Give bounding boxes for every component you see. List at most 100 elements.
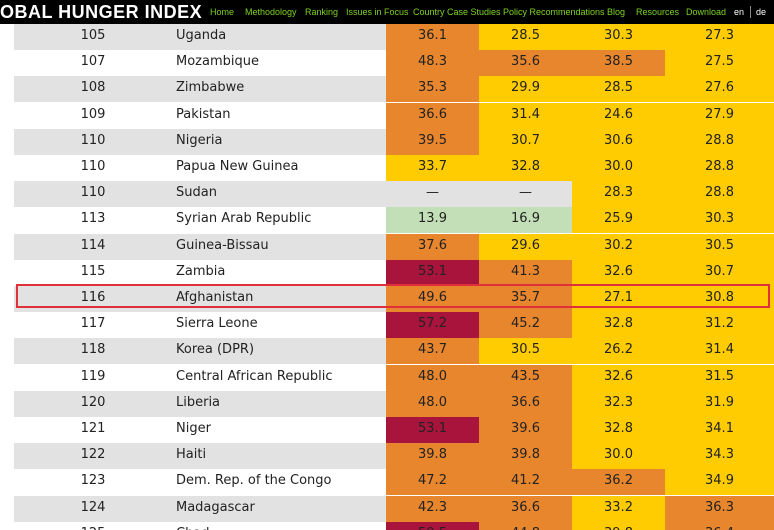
score-cell: 30.0	[572, 155, 665, 181]
score-cell: 33.7	[386, 155, 479, 181]
country-cell[interactable]: Sudan	[176, 185, 217, 201]
nav-blog[interactable]: Blog	[607, 7, 626, 17]
rank-cell: 118	[80, 342, 106, 358]
rank-cell: 117	[80, 316, 106, 332]
score-cell: 28.8	[665, 128, 774, 155]
country-cell[interactable]: Niger	[176, 421, 211, 436]
country-cell[interactable]: Dem. Rep. of the Congo	[176, 473, 332, 489]
score-cell: 31.4	[665, 338, 774, 365]
rank-cell: 116	[80, 290, 106, 305]
score-cell: 37.6	[386, 233, 479, 260]
score-cell: 35.7	[479, 286, 572, 312]
table-row: 114 Guinea-Bissau 37.6 29.6 30.2 30.5	[14, 233, 774, 260]
country-cell[interactable]: Chad	[176, 522, 386, 530]
score-cell: 49.6	[386, 286, 479, 312]
score-cell: 39.5	[386, 128, 479, 155]
table-row: 116 Afghanistan 49.6 35.7 27.1 30.8	[14, 286, 774, 312]
score-cell: 30.5	[479, 338, 572, 365]
language-de[interactable]: de	[756, 7, 767, 17]
score-cell: 27.3	[665, 24, 774, 50]
rank-cell: 113	[80, 211, 106, 227]
score-cell: 30.5	[665, 233, 774, 260]
score-cell: 48.0	[386, 364, 479, 391]
country-cell[interactable]: Pakistan	[176, 106, 231, 122]
country-cell[interactable]: Haiti	[176, 447, 207, 463]
country-cell[interactable]: Sierra Leone	[176, 316, 258, 332]
score-cell: 57.2	[386, 312, 479, 339]
language-en[interactable]: en	[734, 7, 745, 17]
country-cell[interactable]: Zimbabwe	[176, 80, 245, 96]
score-cell: 32.8	[572, 417, 665, 443]
score-cell: 39.8	[479, 443, 572, 470]
table-row: 119 Central African Republic 48.0 43.5 32.6 3…	[14, 364, 774, 391]
score-cell: 36.2	[572, 469, 665, 496]
score-cell: 31.5	[665, 364, 774, 391]
score-cell: 30.3	[572, 24, 665, 50]
rank-cell: 114	[80, 237, 106, 253]
country-cell[interactable]: Guinea-Bissau	[176, 237, 269, 253]
score-cell: 29.6	[479, 233, 572, 260]
nav-ranking[interactable]: Ranking	[305, 7, 339, 17]
score-cell: 25.9	[572, 207, 665, 234]
site-logo[interactable]: OBAL HUNGER INDEX	[0, 2, 203, 22]
score-cell: 43.5	[479, 364, 572, 391]
score-cell: 28.3	[572, 181, 665, 208]
score-cell: 28.8	[665, 181, 774, 208]
score-cell: 45.2	[479, 312, 572, 339]
country-cell[interactable]: Nigeria	[176, 132, 223, 148]
nav-download[interactable]: Download	[686, 7, 727, 17]
rank-cell: 115	[80, 263, 106, 279]
rank-cell: 110	[80, 132, 106, 148]
nav-policy-recommendations[interactable]: Policy Recommendations	[503, 7, 605, 17]
score-cell: 36.3	[665, 495, 774, 522]
country-cell[interactable]: Mozambique	[176, 54, 259, 70]
top-navigation-bar: OBAL HUNGER INDEX Home Methodology Ranki…	[0, 0, 774, 24]
score-cell: 27.6	[665, 76, 774, 103]
score-cell: 30.7	[665, 259, 774, 286]
table-row: 117 Sierra Leone 57.2 45.2 32.8 31.2	[14, 312, 774, 339]
score-cell: 32.6	[572, 259, 665, 286]
nav-resources[interactable]: Resources	[636, 7, 680, 17]
country-cell[interactable]: Syrian Arab Republic	[176, 211, 312, 227]
nav-country-case-studies[interactable]: Country Case Studies	[413, 7, 501, 17]
score-cell: 35.6	[479, 50, 572, 77]
country-cell[interactable]: Korea (DPR)	[176, 342, 255, 358]
score-cell: 32.8	[572, 312, 665, 339]
score-cell: 16.9	[479, 207, 572, 234]
score-cell: 42.3	[386, 495, 479, 522]
country-cell[interactable]: Madagascar	[176, 499, 255, 515]
rank-cell: 109	[80, 106, 106, 122]
score-cell: 30.0	[572, 443, 665, 470]
rank-cell: 105	[80, 28, 106, 43]
table-row: 118 Korea (DPR) 43.7 30.5 26.2 31.4	[14, 338, 774, 365]
language-divider	[750, 6, 751, 18]
score-cell: 35.3	[386, 76, 479, 103]
country-cell[interactable]: Liberia	[176, 394, 221, 410]
table-row: 115 Zambia 53.1 41.3 32.6 30.7	[14, 259, 774, 286]
country-cell[interactable]: Uganda	[176, 28, 227, 43]
rank-cell: 107	[80, 54, 106, 70]
nav-methodology[interactable]: Methodology	[245, 7, 297, 17]
country-cell[interactable]: Afghanistan	[176, 290, 254, 305]
nav-home[interactable]: Home	[210, 7, 235, 17]
country-cell[interactable]: Central African Republic	[176, 368, 333, 384]
table-row: 124 Madagascar 42.3 36.6 33.2 36.3	[14, 495, 774, 522]
rank-cell: 120	[80, 394, 106, 410]
score-cell: 53.1	[386, 417, 479, 443]
nav-issues-in-focus[interactable]: Issues in Focus	[346, 7, 409, 17]
score-cell: 34.9	[665, 469, 774, 496]
score-cell: 30.3	[665, 207, 774, 234]
rank-cell: 119	[80, 368, 106, 384]
rank-cell: 123	[80, 473, 106, 489]
score-cell: 39.8	[386, 443, 479, 470]
score-cell: 39.8	[572, 521, 665, 530]
score-cell: 36.6	[479, 390, 572, 417]
score-cell: 36.4	[665, 521, 774, 530]
score-cell: 32.8	[479, 155, 572, 181]
table-row: 109 Pakistan 36.6 31.4 24.6 27.9	[14, 102, 774, 129]
rank-cell: 125	[14, 522, 172, 530]
rank-cell: 124	[80, 499, 106, 515]
country-cell[interactable]: Zambia	[176, 263, 226, 279]
rank-cell: 110	[80, 185, 106, 201]
country-cell[interactable]: Papua New Guinea	[176, 159, 299, 174]
